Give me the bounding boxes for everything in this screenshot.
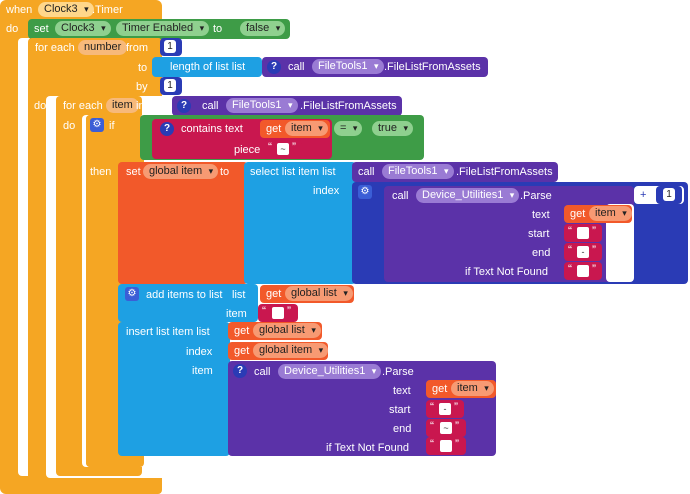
set-component-dropdown[interactable]: Clock3 [55,21,111,36]
get-label: get [266,123,282,135]
method-label: .FileListFromAssets [456,166,553,178]
item-dropdown[interactable]: item [589,206,632,221]
filetools-dropdown[interactable]: FileTools1 [312,59,384,74]
not-found-label: if Text Not Found [326,442,409,454]
in-list-label: in list [136,100,162,112]
parse-method-label: .Parse [382,366,414,378]
from-number-block[interactable]: 1 [160,38,182,56]
help-icon[interactable]: ? [267,60,281,74]
device-utilities-dropdown[interactable]: Device_Utilities1 [416,188,520,203]
text-label: text [393,385,411,397]
add-list-label: list [232,289,246,301]
event-component-dropdown[interactable]: Clock3 [38,2,94,17]
not-found-label: if Text Not Found [465,266,548,278]
insert-index-label: index [186,346,213,358]
item-dropdown[interactable]: item [451,381,494,396]
global-list-dropdown[interactable]: global list [285,286,353,301]
get-label: get [234,325,250,337]
help-icon[interactable]: ? [233,364,247,378]
global-item-dropdown[interactable]: global item [253,343,329,358]
get-label: get [432,383,448,395]
number-var[interactable]: number [78,40,128,55]
from-label: from [126,42,148,54]
item-string-block[interactable]: “” [258,304,298,322]
event-do-label: do [6,23,19,35]
when-label: when [6,4,33,16]
equals-dropdown[interactable]: = [334,121,363,136]
insert-item-label: item [192,365,213,377]
add-items-label: add items to list [146,289,223,301]
start-label: start [528,228,550,240]
call-label: call [254,366,271,378]
gear-icon[interactable]: ⚙ [90,118,104,132]
gear-icon[interactable]: ⚙ [125,287,139,301]
get-label: get [570,208,586,220]
set-to-label: to [213,23,223,35]
end-string-block[interactable]: “~” [426,419,466,437]
set-label: set [34,23,49,35]
set-global-item-block[interactable] [118,162,248,284]
plus-label: + [640,189,647,201]
set-global-label: set [126,166,141,178]
not-found-string-block[interactable]: “” [564,262,602,280]
event-name-label: .Timer [92,4,123,16]
for-list-label: for each [63,100,103,112]
help-icon[interactable]: ? [177,99,191,113]
filetools-dropdown[interactable]: FileTools1 [382,164,454,179]
to-label: to [138,62,148,74]
for-range-do-label: do [34,100,47,112]
if-label: if [109,120,115,132]
for-list-do-label: do [63,120,76,132]
set-property-dropdown[interactable]: Timer Enabled [116,21,210,36]
item-dropdown[interactable]: item [285,121,328,136]
insert-list-item-block[interactable] [118,322,230,456]
select-list-item-label: select list item list [250,166,336,178]
call-label: call [288,61,305,73]
index-label: index [313,185,340,197]
call-label: call [202,100,219,112]
gear-icon[interactable]: ⚙ [358,185,372,199]
true-dropdown[interactable]: true [372,121,413,136]
start-label: start [389,404,411,416]
insert-label: insert list item list [126,326,210,338]
method-label: .FileListFromAssets [300,100,397,112]
add-items-block[interactable] [118,284,258,322]
global-item-dropdown[interactable]: global item [143,164,219,179]
device-utilities-dropdown[interactable]: Device_Utilities1 [278,364,382,379]
start-string-block[interactable]: “” [564,224,602,242]
add-item-label: item [226,308,247,320]
by-number-block[interactable]: 1 [160,77,182,95]
parse-method-label: .Parse [520,190,552,202]
length-of-list-block[interactable] [152,57,262,77]
end-string-block[interactable]: “-” [564,243,602,261]
set-global-to-label: to [220,166,230,178]
end-label: end [393,423,412,435]
get-label: get [266,288,282,300]
for-range-header-right [140,38,162,96]
get-label: get [234,345,250,357]
text-label: text [532,209,550,221]
piece-label: piece [234,144,261,156]
end-label: end [532,247,551,259]
call-label: call [392,190,409,202]
length-of-list-label: length of list list [170,61,246,73]
plus-number-block[interactable]: 1 [656,186,682,204]
tilde-string-block[interactable]: “~” [264,140,302,158]
item-var[interactable]: item [106,98,139,113]
contains-label: contains text [181,123,243,135]
help-icon[interactable]: ? [160,122,174,136]
then-label: then [90,166,112,178]
filetools-dropdown[interactable]: FileTools1 [226,98,298,113]
select-list-item-block[interactable] [244,162,356,284]
call-label: call [358,166,375,178]
false-dropdown[interactable]: false [240,21,286,36]
by-label: by [136,81,148,93]
for-each-label: for each [35,42,75,54]
method-label: .FileListFromAssets [384,61,481,73]
not-found-string-block[interactable]: “” [426,437,466,455]
global-list-dropdown[interactable]: global list [253,323,321,338]
start-string-block[interactable]: “-” [426,400,464,418]
